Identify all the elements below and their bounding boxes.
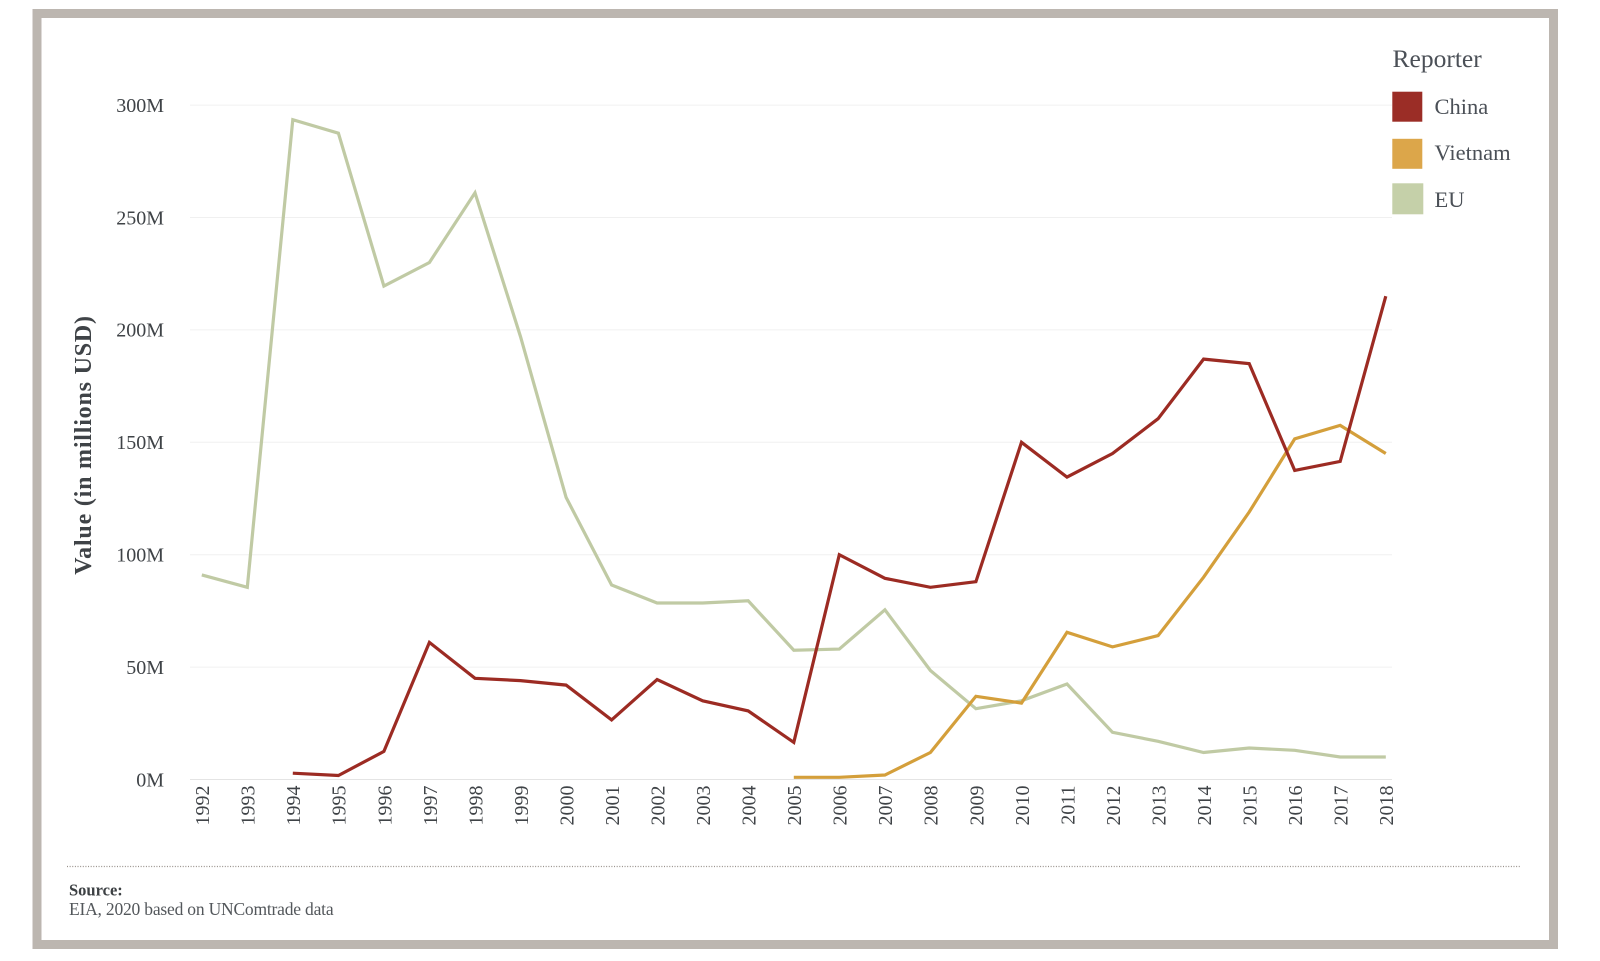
svg-text:100M: 100M — [116, 545, 164, 567]
svg-text:2000: 2000 — [556, 786, 578, 826]
svg-text:50M: 50M — [126, 657, 164, 679]
svg-text:2017: 2017 — [1331, 786, 1353, 826]
svg-text:2010: 2010 — [1012, 786, 1034, 826]
svg-text:1992: 1992 — [192, 786, 214, 826]
svg-text:150M: 150M — [116, 432, 164, 454]
svg-text:0M: 0M — [136, 769, 164, 791]
svg-text:2003: 2003 — [693, 786, 715, 826]
svg-text:Reporter: Reporter — [1393, 44, 1483, 73]
svg-text:2014: 2014 — [1194, 786, 1216, 826]
svg-text:200M: 200M — [116, 320, 164, 342]
svg-text:2004: 2004 — [739, 786, 761, 826]
svg-text:1997: 1997 — [420, 786, 442, 826]
svg-text:1998: 1998 — [465, 786, 487, 826]
svg-text:2001: 2001 — [602, 786, 624, 826]
svg-text:2015: 2015 — [1240, 786, 1262, 826]
svg-text:1999: 1999 — [511, 786, 533, 826]
svg-text:2002: 2002 — [648, 786, 670, 826]
svg-text:1993: 1993 — [238, 786, 260, 826]
svg-text:2009: 2009 — [966, 786, 988, 826]
svg-text:2013: 2013 — [1148, 786, 1170, 826]
svg-text:2007: 2007 — [875, 786, 897, 826]
svg-text:2005: 2005 — [784, 786, 806, 826]
svg-text:Source:: Source: — [69, 881, 123, 900]
svg-text:2006: 2006 — [830, 786, 852, 826]
svg-text:Value (in millions USD): Value (in millions USD) — [71, 315, 97, 575]
svg-text:2008: 2008 — [921, 786, 943, 826]
svg-text:2016: 2016 — [1285, 786, 1307, 826]
svg-text:Vietnam: Vietnam — [1435, 140, 1512, 165]
svg-text:China: China — [1435, 94, 1489, 119]
svg-text:EIA, 2020 based on UNComtrade: EIA, 2020 based on UNComtrade data — [69, 899, 334, 919]
svg-text:300M: 300M — [116, 95, 164, 117]
svg-text:2012: 2012 — [1103, 786, 1125, 826]
svg-text:1994: 1994 — [283, 786, 305, 826]
svg-text:1996: 1996 — [374, 786, 396, 826]
svg-text:2018: 2018 — [1376, 786, 1398, 826]
svg-text:EU: EU — [1435, 187, 1465, 212]
svg-text:2011: 2011 — [1057, 786, 1079, 825]
svg-text:1995: 1995 — [329, 786, 351, 826]
svg-text:250M: 250M — [116, 207, 164, 229]
